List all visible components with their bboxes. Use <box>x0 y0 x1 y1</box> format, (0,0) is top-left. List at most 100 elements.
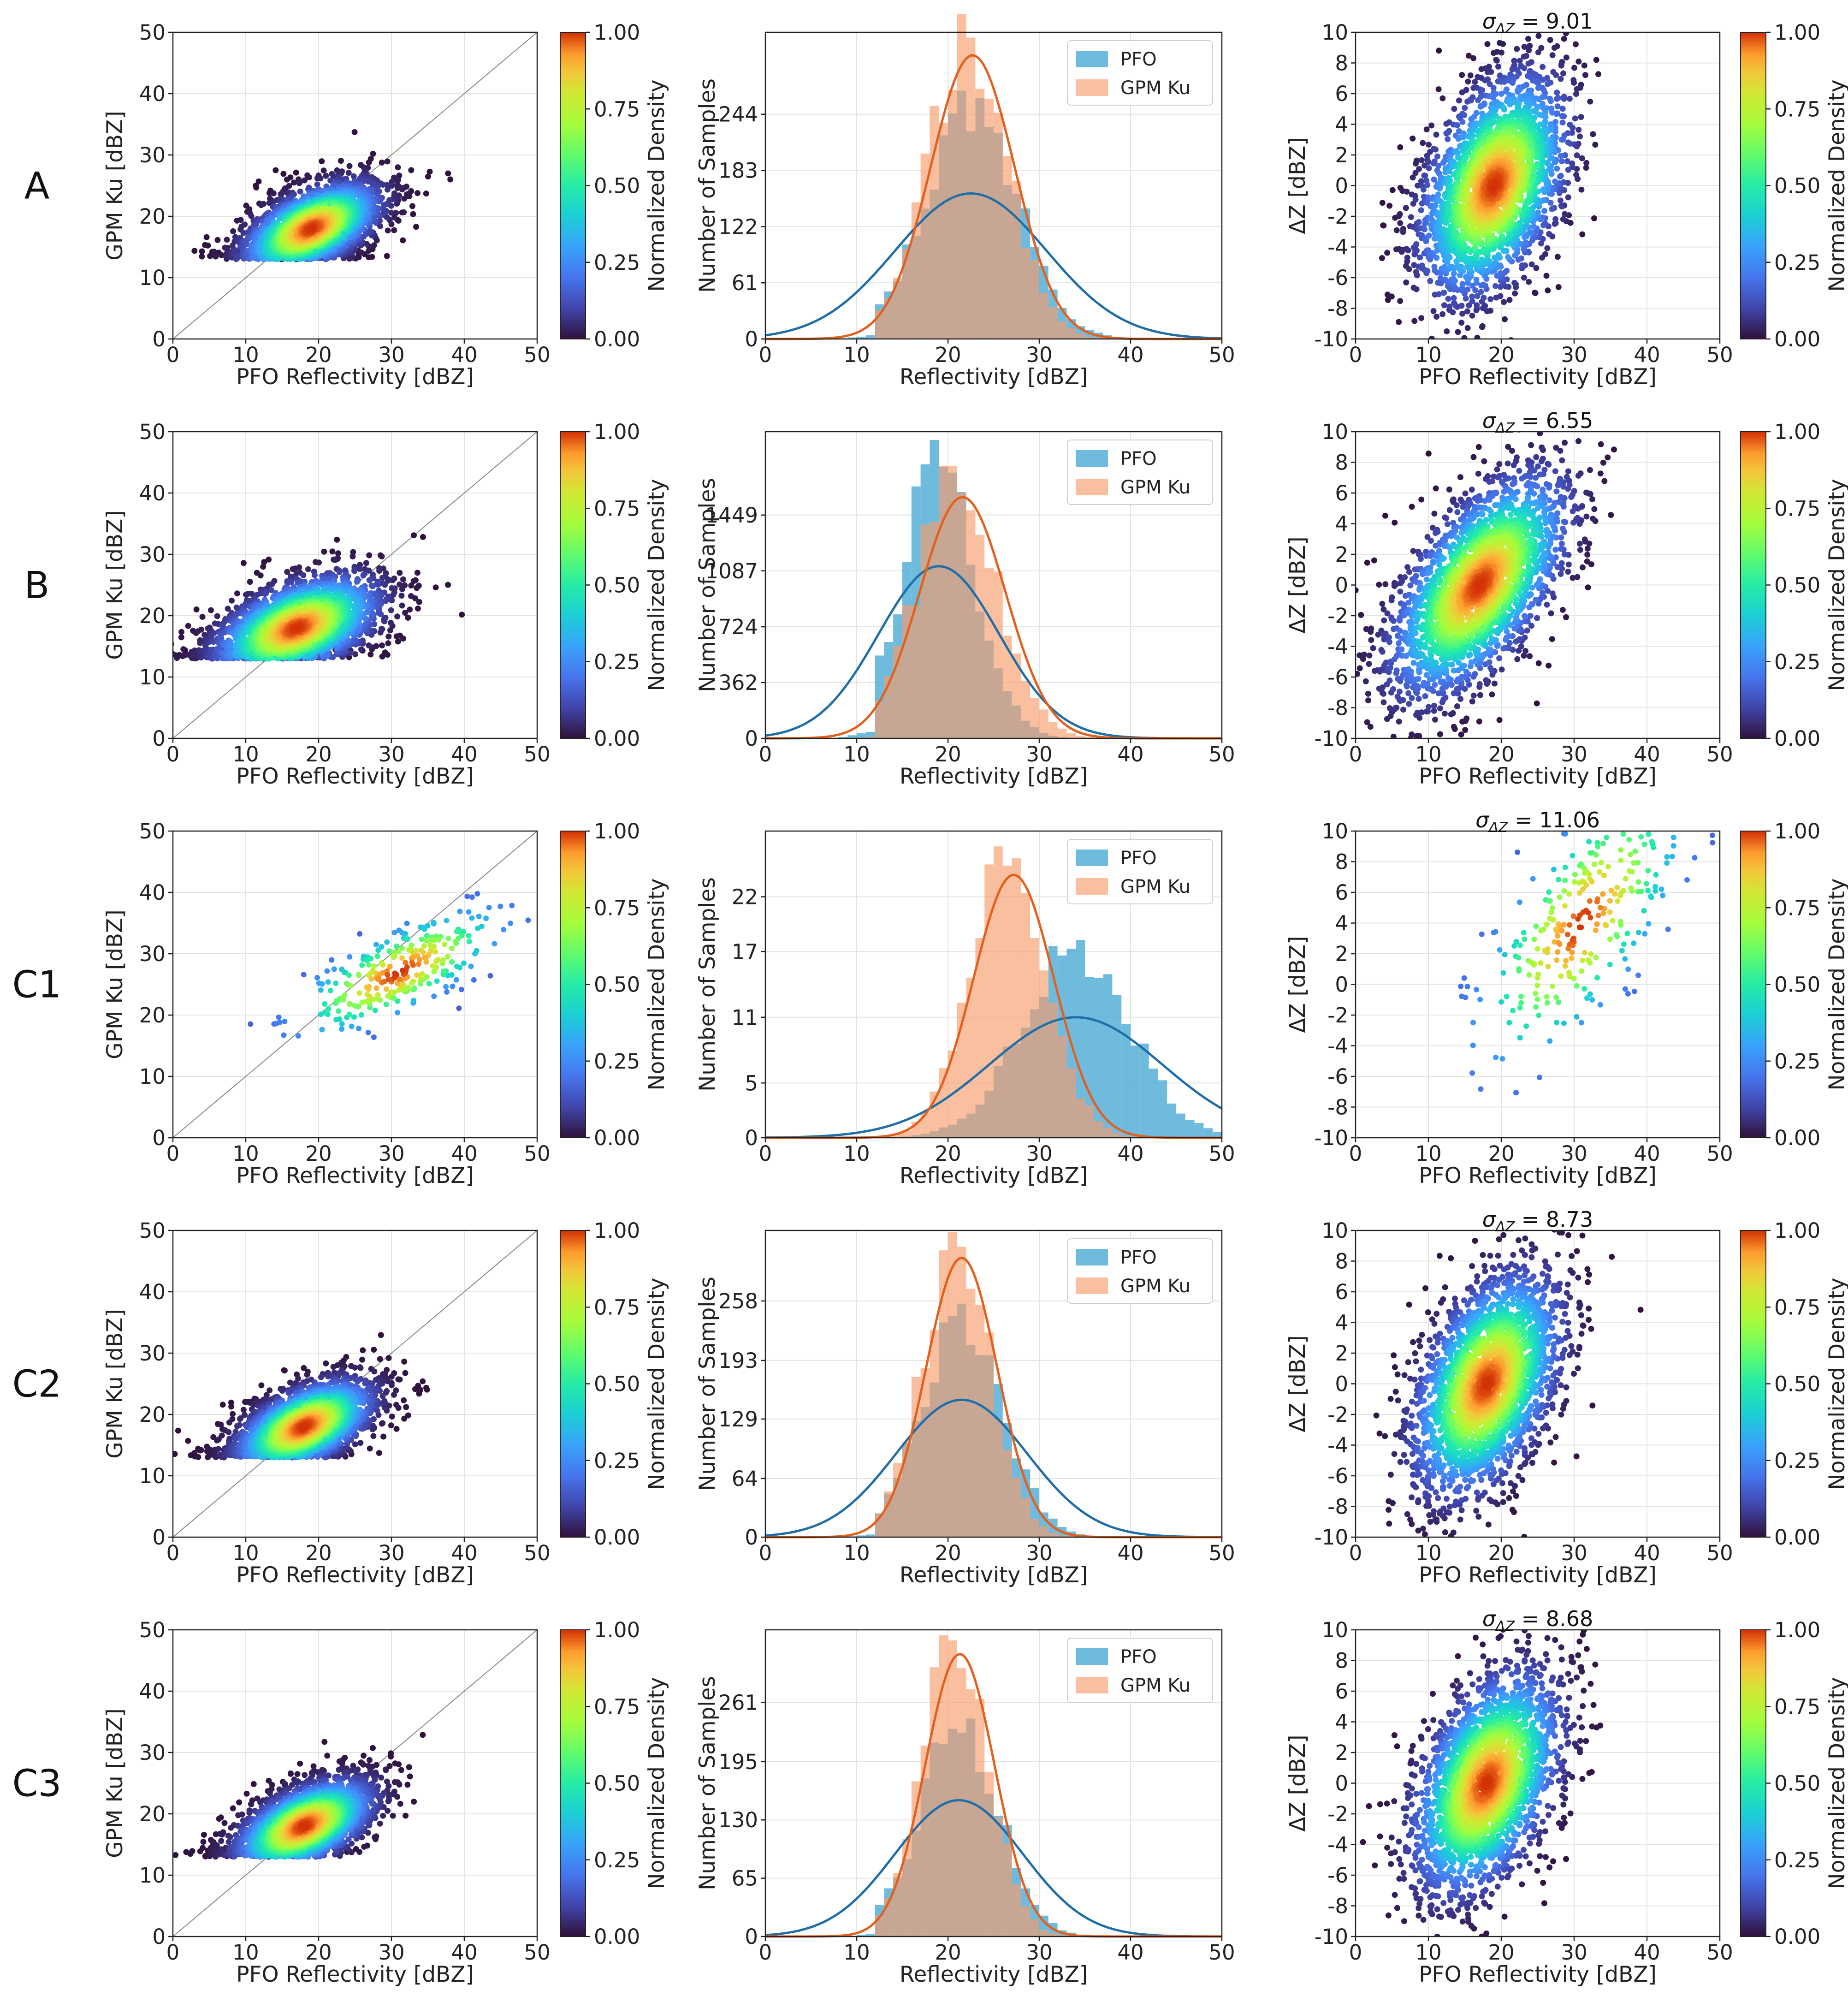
delta-z-point <box>1511 58 1517 64</box>
delta-z-point <box>1560 70 1566 77</box>
delta-z-point <box>1509 66 1516 72</box>
delta-z-point <box>1458 303 1465 309</box>
delta-z-point <box>1495 63 1501 70</box>
scatter-point <box>401 196 408 202</box>
delta-z-point <box>1505 254 1511 260</box>
delta-z-point <box>1501 106 1507 113</box>
scatter-point <box>425 173 431 180</box>
delta-z-point <box>1561 95 1567 102</box>
delta-z-point <box>1574 86 1580 92</box>
y-tick-label: 40 <box>139 82 166 106</box>
gpm-bar <box>1085 336 1094 339</box>
delta-z-point <box>1458 320 1465 326</box>
delta-z-point <box>1574 152 1580 159</box>
delta-z-point <box>1397 144 1404 150</box>
delta-z-point <box>1572 41 1579 48</box>
gpm-bar <box>966 37 976 339</box>
delta-z-point <box>1435 191 1441 198</box>
x-axis-label: PFO Reflectivity [dBZ] <box>236 364 474 390</box>
delta-z-point <box>1544 81 1551 87</box>
row-label: A <box>24 165 50 208</box>
delta-z-point <box>1583 165 1589 171</box>
gpm-bar <box>1039 293 1048 339</box>
legend-swatch-gpm <box>1076 79 1108 96</box>
delta-z-point <box>1455 329 1461 335</box>
delta-z-point <box>1554 254 1561 260</box>
scatter-point <box>255 178 262 184</box>
delta-z-point <box>1458 263 1464 270</box>
delta-z-point <box>1540 105 1546 111</box>
delta-z-point <box>1554 103 1561 110</box>
delta-z-point <box>1422 162 1427 169</box>
delta-z-point <box>1548 108 1555 115</box>
x-tick-label: 20 <box>305 343 332 367</box>
scatter-point <box>380 202 387 208</box>
delta-z-point <box>1514 89 1521 95</box>
scatter-point <box>296 180 302 186</box>
scatter-point <box>270 190 277 196</box>
delta-z-point <box>1544 181 1550 187</box>
scatter-point <box>293 169 299 176</box>
delta-z-point <box>1562 211 1568 217</box>
delta-z-point <box>1540 222 1546 228</box>
scatter-point <box>391 227 397 233</box>
legend-label-pfo: PFO <box>1120 49 1157 70</box>
y-tick-label: 50 <box>139 20 166 45</box>
scatter-point <box>358 250 364 255</box>
gpm-bar <box>1066 328 1076 339</box>
delta-z-point <box>1414 247 1420 254</box>
delta-z-point <box>1558 153 1564 159</box>
delta-z-point <box>1453 229 1459 236</box>
gpm-bar <box>893 277 902 339</box>
delta-z-point <box>1426 165 1432 172</box>
delta-z-point <box>1522 239 1529 246</box>
y-tick-label: 20 <box>139 204 166 229</box>
scatter-point <box>284 176 290 183</box>
delta-z-point <box>1474 302 1480 309</box>
gpm-bar <box>1076 333 1085 339</box>
scatter-point <box>394 201 400 207</box>
scatter-point <box>261 201 267 207</box>
delta-z-point <box>1497 270 1504 276</box>
delta-z-point <box>1493 57 1500 64</box>
scatter-point <box>317 175 324 182</box>
delta-z-point <box>1452 347 1458 353</box>
delta-z-point <box>1456 97 1462 104</box>
scatter-point <box>394 185 401 191</box>
delta-z-point <box>1516 58 1523 64</box>
delta-z-point <box>1567 121 1573 128</box>
scatter-point <box>211 249 217 255</box>
y-tick-label: 10 <box>139 266 166 290</box>
delta-z-point <box>1565 194 1571 201</box>
delta-z-point <box>1493 283 1499 289</box>
delta-z-point <box>1413 241 1420 247</box>
delta-z-point <box>1524 197 1531 203</box>
scatter-point <box>423 190 429 197</box>
delta-z-point <box>1578 186 1585 193</box>
scatter-point <box>323 172 329 179</box>
delta-z-point <box>1569 160 1576 166</box>
delta-z-point <box>1475 97 1481 103</box>
scatter-point <box>350 173 357 179</box>
delta-z-point <box>1560 216 1566 222</box>
delta-z-point <box>1441 302 1447 309</box>
x-tick-label: 10 <box>232 343 259 367</box>
gpm-bar <box>1012 180 1021 339</box>
delta-z-point <box>1424 182 1430 188</box>
delta-z-point <box>1454 122 1460 128</box>
delta-z-point <box>1579 155 1585 161</box>
scatter-point <box>161 251 167 257</box>
axes-frame <box>764 31 1223 340</box>
delta-z-point <box>1558 76 1564 82</box>
delta-z-point <box>1573 91 1579 97</box>
delta-z-point <box>1490 85 1497 91</box>
delta-z-point <box>1459 119 1466 125</box>
scatter-point <box>267 219 273 225</box>
delta-z-point <box>1439 95 1446 101</box>
delta-z-point <box>1566 95 1573 102</box>
delta-z-point <box>1465 53 1472 59</box>
delta-z-point <box>1485 76 1491 83</box>
delta-z-point <box>1487 81 1493 87</box>
gpm-bar <box>1021 248 1031 339</box>
